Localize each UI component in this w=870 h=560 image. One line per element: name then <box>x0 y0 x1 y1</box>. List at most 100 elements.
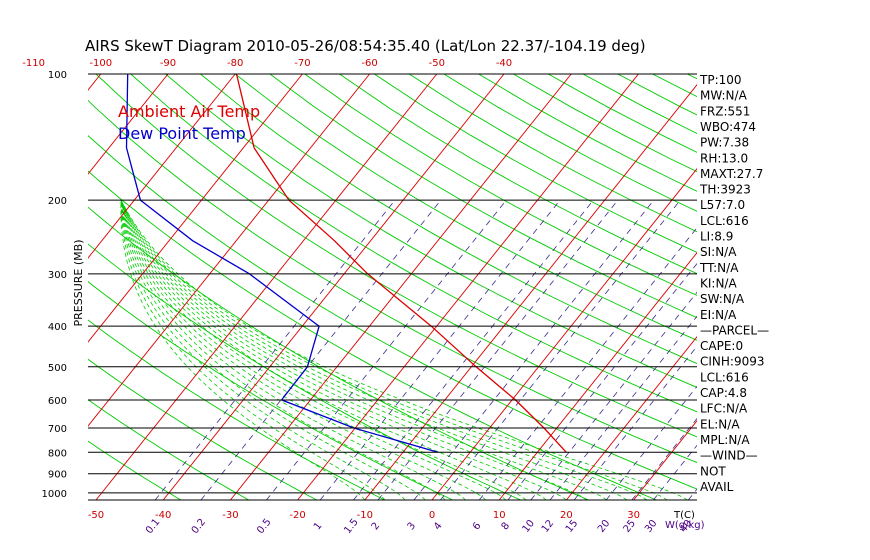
temp-unit-label: T(C) <box>673 510 695 521</box>
temp-tick-label-top: -70 <box>294 58 310 69</box>
moist-adiabat-line <box>120 199 547 500</box>
stat-line: L57:7.0 <box>700 198 745 212</box>
stat-line: EI:N/A <box>700 308 737 322</box>
dry-adiabat-line <box>88 135 697 490</box>
isotherm-line <box>88 74 169 175</box>
stat-line: LFC:N/A <box>700 402 748 416</box>
legend-dew-point-temp: Dew Point Temp <box>118 124 246 143</box>
mixing-ratio-label: 30 <box>643 518 660 535</box>
isotherm-line <box>88 74 370 427</box>
mixing-ratio-label: 8 <box>500 521 513 533</box>
dry-adiabat-line <box>95 74 697 438</box>
temp-tick-label-top: -110 <box>22 58 45 69</box>
stat-line: MPL:N/A <box>700 433 750 447</box>
mixing-ratio-line <box>200 199 442 500</box>
temp-tick-label-bottom: -50 <box>88 510 104 521</box>
isotherm-line <box>88 74 303 343</box>
dry-adiabat-line <box>88 170 657 500</box>
stat-line: TT:N/A <box>699 261 739 275</box>
temp-tick-label-bottom: 20 <box>560 510 573 521</box>
temp-tick-label-bottom: 30 <box>627 510 640 521</box>
chart-title: AIRS SkewT Diagram 2010-05-26/08:54:35.4… <box>85 37 646 55</box>
mixing-ratio-line <box>573 345 697 500</box>
isotherm-line <box>88 74 102 91</box>
mixing-ratio-label: 10 <box>521 518 538 535</box>
stat-line: —PARCEL— <box>700 323 769 337</box>
dry-adiabat-line <box>200 74 697 365</box>
mixing-ratio-line <box>478 227 697 500</box>
stat-line: SW:N/A <box>700 292 745 306</box>
moist-adiabat-line <box>120 199 668 500</box>
mixing-ratio-line <box>507 262 697 500</box>
dry-adiabat-line <box>88 281 453 500</box>
stat-line: CAP:4.8 <box>700 386 747 400</box>
temp-tick-label-bottom: -20 <box>289 510 305 521</box>
mixing-ratio-line <box>154 199 396 500</box>
isotherm-line <box>0 74 34 500</box>
temp-tick-label-top: -90 <box>160 58 176 69</box>
dry-adiabat-line <box>234 74 697 341</box>
mixing-ratio-line <box>319 199 561 500</box>
dry-adiabat-line <box>269 74 697 319</box>
mixing-ratio-line <box>549 315 697 500</box>
stat-line: CAPE:0 <box>700 339 743 353</box>
legend-ambient-air-temp: Ambient Air Temp <box>118 102 260 121</box>
stat-line: TP:100 <box>699 73 742 87</box>
dry-adiabat-line <box>88 399 250 500</box>
isotherm-line <box>633 420 697 500</box>
mixing-ratio-line <box>353 199 594 500</box>
moist-adiabat-line <box>120 199 628 500</box>
stat-line: FRZ:551 <box>700 104 750 118</box>
temp-tick-label-bottom: 0 <box>429 510 435 521</box>
mixing-unit-label: W(g/kg) <box>665 520 705 531</box>
mixing-ratio-line <box>266 199 507 500</box>
pressure-tick-label: 800 <box>48 448 67 459</box>
temp-tick-label-top: -40 <box>496 58 512 69</box>
mixing-ratio-label: 2 <box>370 521 383 533</box>
ambient-air-temp-line <box>235 74 567 453</box>
pressure-tick-label: 200 <box>48 196 67 207</box>
pressure-tick-label: 500 <box>48 363 67 374</box>
dry-adiabat-line <box>478 74 697 192</box>
mixing-ratio-label: 4 <box>432 521 445 533</box>
dry-adiabat-line <box>88 319 385 500</box>
temp-tick-label-top: -80 <box>227 58 243 69</box>
mixing-ratio-label: 0.2 <box>190 517 208 536</box>
dry-adiabat-line <box>88 243 521 500</box>
moist-adiabat-line <box>120 200 487 500</box>
stat-line: KI:N/A <box>700 276 737 290</box>
temp-tick-label-bottom: -30 <box>222 510 238 521</box>
dry-adiabat-line <box>304 74 697 296</box>
moist-adiabat-line <box>120 199 567 500</box>
moist-adiabat-line <box>120 200 366 500</box>
moist-adiabat-line <box>120 200 507 500</box>
stat-line: —WIND— <box>700 449 758 463</box>
mixing-ratio-line <box>413 199 655 500</box>
sounding-profiles <box>125 74 567 453</box>
stat-line: PW:7.38 <box>700 136 749 150</box>
mixing-ratio-label: 3 <box>406 521 419 533</box>
isotherm-line <box>364 84 697 500</box>
dry-adiabat-line <box>88 206 589 500</box>
moist-adiabat-line <box>120 199 688 500</box>
stat-line: SI:N/A <box>700 245 737 259</box>
dry-adiabat-line <box>130 74 697 413</box>
temp-tick-label-bottom: -10 <box>357 510 373 521</box>
mixing-ratio-line <box>652 444 697 500</box>
stat-line: TH:3923 <box>699 183 751 197</box>
moist-adiabat-line <box>120 200 426 500</box>
mixing-ratio-line <box>440 199 681 500</box>
moist-adiabat-line <box>120 200 406 500</box>
pressure-tick-label: 100 <box>48 70 67 81</box>
temp-tick-label-top: -100 <box>89 58 112 69</box>
dew-point-temp-line <box>125 74 439 453</box>
dry-adiabat-line <box>88 99 697 464</box>
stat-line: MW:N/A <box>700 89 748 103</box>
stat-line: WBO:474 <box>700 120 756 134</box>
dry-adiabat-line <box>374 74 697 253</box>
moist-adiabat-line <box>120 199 527 500</box>
isotherm-line <box>162 74 505 500</box>
